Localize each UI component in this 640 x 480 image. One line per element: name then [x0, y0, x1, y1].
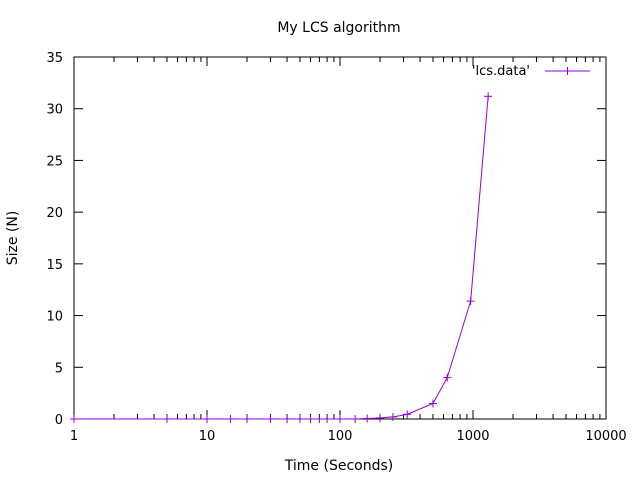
y-tick-label: 35 [46, 51, 63, 66]
data-point [243, 415, 252, 423]
data-point [70, 415, 78, 423]
data-point [226, 415, 235, 423]
data-point [388, 412, 397, 421]
y-tick-label: 30 [46, 103, 63, 118]
data-point [295, 415, 304, 423]
data-point [306, 415, 315, 423]
y-tick-label: 0 [55, 413, 63, 428]
legend: 'lcs.data' [472, 64, 590, 79]
data-point [363, 414, 372, 423]
axis-ticks [73, 56, 607, 420]
series-layer [70, 92, 493, 423]
y-tick-label: 10 [46, 310, 63, 325]
data-point [351, 415, 360, 423]
y-tick-label: 20 [46, 206, 63, 221]
x-axis-label: Time (Seconds) [284, 458, 393, 474]
data-point [203, 415, 211, 423]
x-tick-label: 1000 [456, 429, 489, 444]
series-line [74, 96, 489, 420]
data-point [376, 413, 385, 422]
x-axis-tick-labels: 1 10 100 1000 10000 [70, 429, 627, 444]
data-point [403, 410, 412, 419]
y-tick-label: 5 [55, 361, 63, 376]
data-point [283, 415, 292, 423]
x-tick-label: 100 [328, 429, 353, 444]
data-point [484, 92, 493, 101]
x-tick-label: 10 [199, 429, 216, 444]
plot-area [73, 56, 607, 420]
chart-title: My LCS algorithm [277, 20, 400, 36]
data-point [443, 373, 452, 382]
data-point [428, 399, 437, 408]
y-axis-label: Size (N) [5, 211, 21, 266]
data-point [466, 297, 475, 306]
plot-border [73, 56, 607, 420]
y-tick-label: 15 [46, 258, 63, 273]
x-tick-label: 1 [70, 429, 78, 444]
legend-entry-label: 'lcs.data' [472, 64, 530, 79]
y-tick-label: 25 [46, 154, 63, 169]
data-point [336, 415, 344, 423]
y-axis-tick-labels: 0 5 10 15 20 25 30 35 [46, 51, 63, 428]
data-point [266, 415, 275, 423]
x-tick-label: 10000 [585, 429, 626, 444]
data-point [323, 415, 332, 423]
data-point [315, 415, 324, 423]
data-point [162, 415, 171, 423]
